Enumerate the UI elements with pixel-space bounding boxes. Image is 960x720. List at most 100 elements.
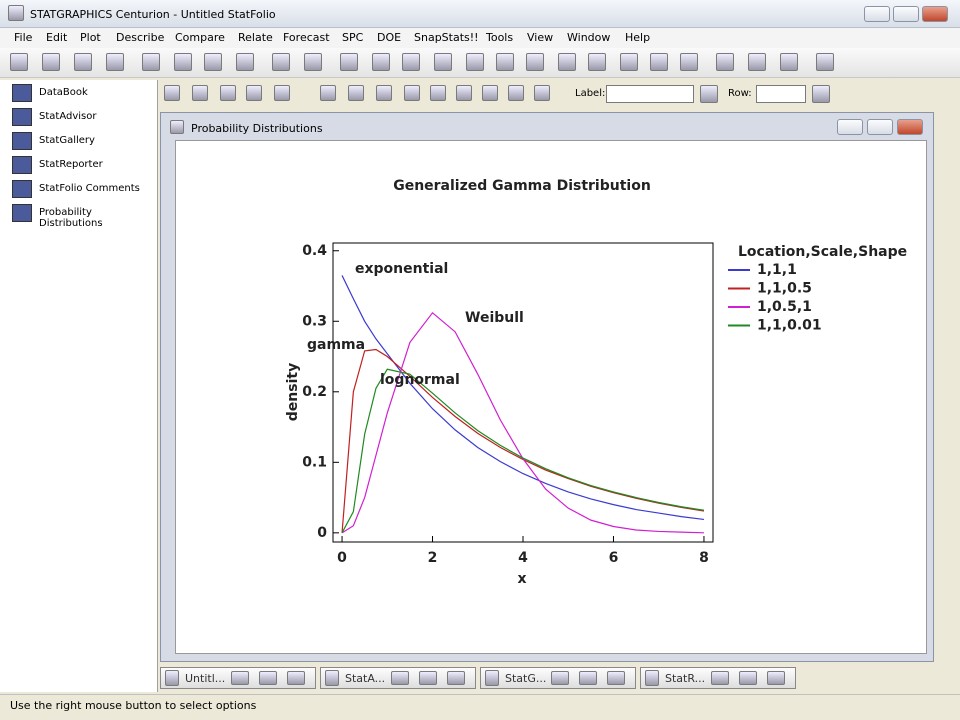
minimize-button[interactable]	[864, 6, 890, 22]
pane-minimize[interactable]	[837, 119, 863, 135]
toolbar-button[interactable]	[42, 53, 60, 71]
window-tab[interactable]: StatR...	[640, 667, 796, 689]
toolbar-button[interactable]	[74, 53, 92, 71]
tab-button[interactable]	[579, 671, 597, 685]
window-tabs: Untitl... StatA... StatG... StatR...	[160, 664, 960, 692]
tab-button[interactable]	[391, 671, 409, 685]
tab-button[interactable]	[607, 671, 625, 685]
toolbar-button[interactable]	[588, 53, 606, 71]
toolbar-button[interactable]	[348, 85, 364, 101]
status-text: Use the right mouse button to select opt…	[10, 699, 257, 712]
toolbar-button[interactable]	[534, 85, 550, 101]
status-bar: Use the right mouse button to select opt…	[0, 694, 960, 720]
navigator-item[interactable]: DataBook	[39, 87, 88, 98]
menu-item[interactable]: Edit	[46, 31, 68, 44]
toolbar-button[interactable]	[320, 85, 336, 101]
toolbar-button[interactable]	[748, 53, 766, 71]
toolbar-button[interactable]	[220, 85, 236, 101]
tab-icon	[165, 670, 179, 686]
tab-button[interactable]	[739, 671, 757, 685]
window-tab[interactable]: StatA...	[320, 667, 476, 689]
toolbar-button[interactable]	[246, 85, 262, 101]
menu-item[interactable]: SPC	[342, 31, 364, 44]
toolbar-button[interactable]	[780, 53, 798, 71]
toolbar-button[interactable]	[434, 53, 452, 71]
menu-item[interactable]: Help	[625, 31, 651, 44]
window-tab[interactable]: StatG...	[480, 667, 636, 689]
tab-button[interactable]	[419, 671, 437, 685]
toolbar-button[interactable]	[142, 53, 160, 71]
menu-item[interactable]: Describe	[116, 31, 165, 44]
tab-button[interactable]	[287, 671, 305, 685]
row-input[interactable]	[756, 85, 806, 103]
toolbar-button[interactable]	[304, 53, 322, 71]
toolbar-button[interactable]	[192, 85, 208, 101]
toolbar-button[interactable]	[10, 53, 28, 71]
find-row-button[interactable]	[812, 85, 830, 103]
toolbar-button[interactable]	[376, 85, 392, 101]
tab-button[interactable]	[447, 671, 465, 685]
label-input[interactable]	[606, 85, 694, 103]
toolbar-button[interactable]	[508, 85, 524, 101]
navigator-icon	[12, 204, 32, 222]
toolbar-button[interactable]	[204, 53, 222, 71]
find-button[interactable]	[700, 85, 718, 103]
tab-label: Untitl...	[185, 672, 226, 685]
pane-maximize[interactable]	[867, 119, 893, 135]
tab-button[interactable]	[231, 671, 249, 685]
toolbar-button[interactable]	[558, 53, 576, 71]
menu-item[interactable]: SnapStats!!	[414, 31, 479, 44]
menu-item[interactable]: Plot	[80, 31, 101, 44]
window-tab[interactable]: Untitl...	[160, 667, 316, 689]
toolbar-button[interactable]	[650, 53, 668, 71]
tab-button[interactable]	[767, 671, 785, 685]
navigator-item[interactable]: Probability Distributions	[39, 207, 103, 229]
toolbar-button[interactable]	[274, 85, 290, 101]
toolbar-button[interactable]	[174, 53, 192, 71]
menu-item[interactable]: Forecast	[283, 31, 330, 44]
toolbar-button[interactable]	[456, 85, 472, 101]
navigator-item[interactable]: StatReporter	[39, 159, 103, 170]
toolbar-button[interactable]	[680, 53, 698, 71]
navigator-item[interactable]: StatAdvisor	[39, 111, 97, 122]
toolbar-button[interactable]	[620, 53, 638, 71]
tab-label: StatA...	[345, 672, 386, 685]
toolbar-button[interactable]	[402, 53, 420, 71]
toolbar-button[interactable]	[106, 53, 124, 71]
tab-button[interactable]	[711, 671, 729, 685]
menu-item[interactable]: View	[527, 31, 554, 44]
tab-button[interactable]	[551, 671, 569, 685]
toolbar-button[interactable]	[716, 53, 734, 71]
toolbar-button[interactable]	[496, 53, 514, 71]
pane-content	[175, 140, 927, 654]
menu-item[interactable]: Tools	[486, 31, 514, 44]
menu-bar: File Edit Plot Describe Compare Relate Forecas…	[0, 28, 960, 48]
toolbar-button[interactable]	[526, 53, 544, 71]
toolbar-button[interactable]	[482, 85, 498, 101]
tab-button[interactable]	[259, 671, 277, 685]
toolbar-button[interactable]	[404, 85, 420, 101]
navigator-item[interactable]: StatGallery	[39, 135, 95, 146]
navigator-item[interactable]: StatFolio Comments	[39, 183, 140, 194]
menu-item[interactable]: Relate	[238, 31, 273, 44]
maximize-button[interactable]	[893, 6, 919, 22]
menu-item[interactable]: Compare	[175, 31, 225, 44]
navigator-icon	[12, 180, 32, 198]
toolbar-button[interactable]	[272, 53, 290, 71]
toolbar-button[interactable]	[372, 53, 390, 71]
menu-item[interactable]: File	[14, 31, 33, 44]
menu-item[interactable]: Window	[567, 31, 611, 44]
toolbar-button[interactable]	[164, 85, 180, 101]
toolbar-button[interactable]	[816, 53, 834, 71]
toolbar-button[interactable]	[340, 53, 358, 71]
app-icon	[8, 5, 24, 21]
pane-close[interactable]	[897, 119, 923, 135]
statfolio-navigator: DataBook StatAdvisor StatGallery StatReport…	[0, 80, 158, 692]
toolbar-button[interactable]	[430, 85, 446, 101]
toolbar-button[interactable]	[466, 53, 484, 71]
toolbar-button[interactable]	[236, 53, 254, 71]
menu-item[interactable]: DOE	[377, 31, 402, 44]
close-button[interactable]	[922, 6, 948, 22]
tab-icon	[645, 670, 659, 686]
